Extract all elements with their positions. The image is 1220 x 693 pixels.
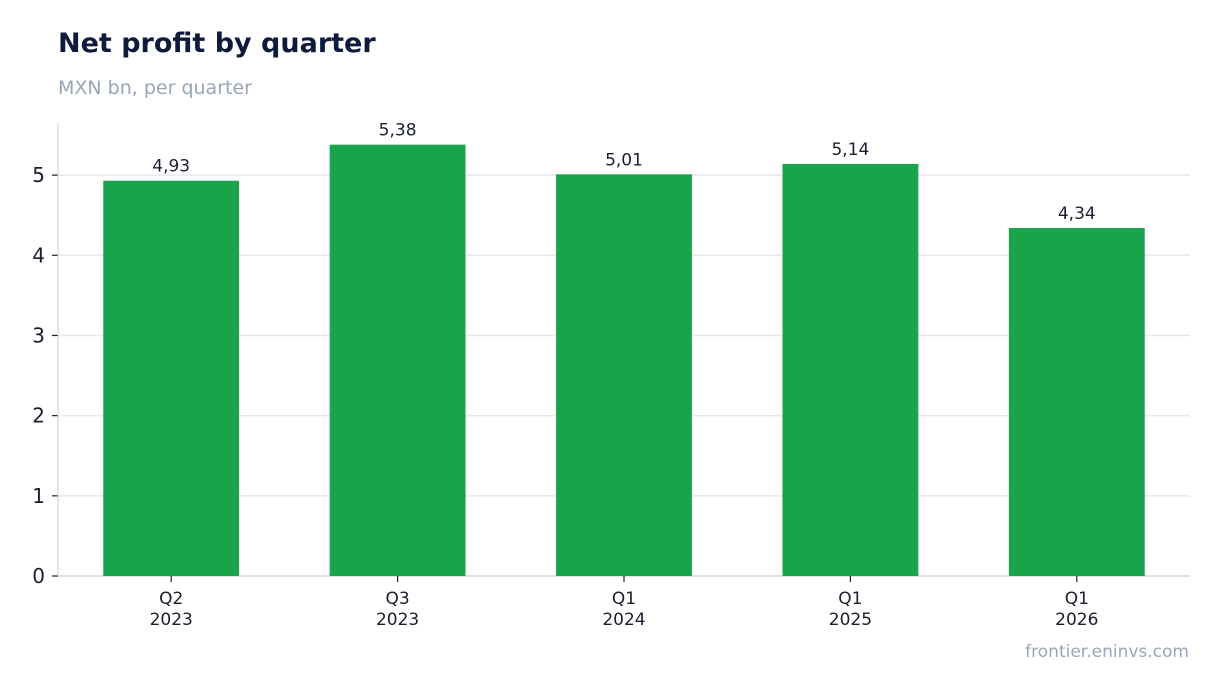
y-tick-label: 5 [32,163,45,187]
x-tick-label: 2023 [376,610,419,630]
bar [1008,228,1145,576]
data-label: 4,34 [1058,204,1096,224]
data-label: 5,38 [379,121,417,141]
bar [782,163,919,576]
x-tick-label: Q1 [612,589,636,609]
data-label: 5,01 [605,150,643,170]
y-tick-label: 1 [32,484,45,508]
bar [556,174,692,576]
data-label: 5,14 [831,140,869,160]
x-tick-label: 2026 [1055,610,1098,630]
source-note: frontier.eninvs.com [1025,642,1189,662]
y-tick-label: 3 [32,323,45,347]
chart-title: Net profit by quarter [58,28,376,59]
x-tick-label: Q2 [159,589,183,609]
bar [103,180,240,577]
x-tick-label: 2024 [602,610,645,630]
bars [103,144,1145,577]
x-tick-label: 2023 [150,610,193,630]
y-tick-label: 2 [32,404,45,428]
x-tick-label: Q1 [1065,589,1089,609]
x-tick-label: 2025 [829,610,872,630]
data-label: 4,93 [152,157,190,177]
x-tick-label: Q1 [838,589,862,609]
bar [329,144,466,577]
y-tick-label: 4 [32,243,45,267]
chart-subtitle: MXN bn, per quarter [58,77,252,99]
x-tick-label: Q3 [385,589,409,609]
y-tick-label: 0 [32,564,45,588]
